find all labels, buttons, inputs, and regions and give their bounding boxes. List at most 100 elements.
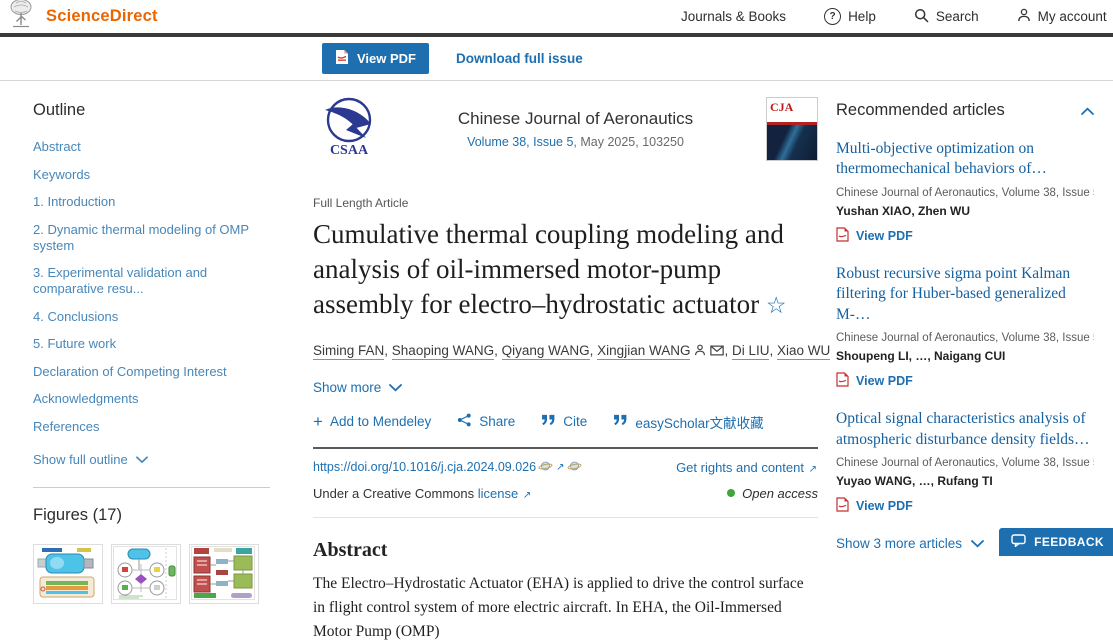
journal-issue: Volume 38, Issue 5, May 2025, 103250 [467, 134, 684, 149]
recommended-article-link[interactable]: Multi-objective optimization on thermome… [836, 140, 1047, 178]
article-title: Cumulative thermal coupling modeling and… [313, 219, 787, 320]
author[interactable]: Qiyang WANG [501, 343, 597, 361]
quote-icon [541, 414, 556, 429]
open-access-badge: Open access [727, 486, 818, 501]
show-more-authors-button[interactable]: Show more [313, 380, 818, 395]
outline-item-abstract[interactable]: Abstract [33, 139, 81, 154]
external-link-arrow-icon: ↗ [808, 463, 817, 475]
volume-issue-link[interactable]: Volume 38, Issue 5 [467, 134, 574, 149]
recommended-sidebar: Recommended articles Multi-objective opt… [818, 81, 1113, 644]
outline-item-introduction[interactable]: 1. Introduction [33, 194, 116, 209]
nav-journals-books[interactable]: Journals & Books [681, 9, 787, 24]
sciencedirect-brand[interactable]: ScienceDirect [0, 0, 158, 34]
external-link-arrow-icon: ↗ [522, 489, 532, 501]
figure-thumbnail-1[interactable] [33, 543, 103, 604]
outline-item-future-work[interactable]: 5. Future work [33, 336, 117, 351]
header-nav: Journals & Books ? Help Search My accoun… [681, 0, 1113, 33]
planet-extension-icon[interactable] [567, 460, 582, 475]
recommended-article-meta: Chinese Journal of Aeronautics, Volume 3… [836, 332, 1094, 345]
search-icon [914, 8, 929, 26]
quote-icon [613, 414, 628, 429]
doi-row: https://doi.org/10.1016/j.cja.2024.09.02… [313, 460, 818, 475]
doi-link[interactable]: https://doi.org/10.1016/j.cja.2024.09.02… [313, 460, 537, 475]
elsevier-tree-icon [6, 0, 36, 34]
outline-item-experimental-validation[interactable]: 3. Experimental validation and comparati… [33, 265, 208, 296]
title-footnote-star-icon[interactable]: ☆ [765, 293, 787, 319]
nav-help[interactable]: ? Help [824, 8, 876, 25]
author[interactable]: Siming FAN [313, 343, 392, 361]
license-row: Under a Creative Commons license ↗ Open … [313, 486, 818, 501]
article-actions: + Add to Mendeley Share Cite easySchola [313, 412, 818, 432]
license-text: Under a Creative Commons license ↗ [313, 485, 532, 501]
recommended-article-authors: Shoupeng LI, …, Naigang CUI [836, 349, 1006, 364]
show-full-outline-button[interactable]: Show full outline [33, 452, 270, 467]
author-corresponding[interactable]: Xingjian WANG [597, 343, 732, 361]
journal-banner: CSAA Chinese Journal of Aeronautics Volu… [313, 95, 818, 162]
outline-item-acknowledgments[interactable]: Acknowledgments [33, 391, 139, 406]
view-pdf-link[interactable]: View PDF [836, 227, 1094, 245]
section-divider [313, 446, 818, 449]
recommended-article-meta: Chinese Journal of Aeronautics, Volume 3… [836, 457, 1094, 470]
speech-bubble-icon [1011, 534, 1026, 550]
recommended-article-authors: Yuyao WANG, …, Rufang TI [836, 474, 993, 489]
get-rights-link[interactable]: Get rights and content ↗ [676, 459, 817, 475]
nav-search[interactable]: Search [914, 8, 979, 26]
author[interactable]: Shaoping WANG [391, 343, 502, 361]
figure-thumbnail-3[interactable] [189, 543, 259, 604]
nav-my-account[interactable]: My account [1017, 8, 1107, 25]
view-pdf-link[interactable]: View PDF [836, 497, 1094, 515]
view-pdf-link[interactable]: View PDF [836, 372, 1094, 390]
recommended-article-authors: Yushan XIAO, Zhen WU [836, 203, 971, 218]
cover-badge: CJA [770, 99, 794, 114]
author-list: Siming FANShaoping WANGQiyang WANGXingji… [313, 338, 831, 365]
figure-thumbnail-2[interactable] [111, 543, 181, 604]
outline-item-dynamic-thermal-modeling[interactable]: 2. Dynamic thermal modeling of OMP syste… [33, 221, 249, 253]
outline-item-conclusions[interactable]: 4. Conclusions [33, 308, 119, 324]
recommended-article-link[interactable]: Optical signal characteristics analysis … [836, 410, 1090, 448]
recommended-article: Optical signal characteristics analysis … [836, 409, 1094, 515]
outline-item-declaration[interactable]: Declaration of Competing Interest [33, 363, 227, 379]
author[interactable]: Di LIU [731, 343, 777, 361]
share-button[interactable]: Share [457, 413, 515, 430]
chevron-down-icon [971, 536, 984, 551]
outline-item-keywords[interactable]: Keywords [33, 166, 91, 182]
feedback-button[interactable]: FEEDBACK [999, 528, 1113, 556]
article-type-label: Full Length Article [313, 196, 409, 210]
pdf-icon [836, 227, 849, 245]
pdf-icon [836, 372, 849, 390]
figures-title: Figures (17) [33, 505, 122, 524]
outline-list: Abstract Keywords 1. Introduction 2. Dyn… [33, 139, 270, 435]
cite-button[interactable]: Cite [541, 414, 587, 429]
planet-extension-icon[interactable] [538, 460, 553, 475]
journal-info: Chinese Journal of Aeronautics Volume 38… [385, 109, 766, 149]
article-main: CSAA Chinese Journal of Aeronautics Volu… [300, 81, 831, 644]
chevron-down-icon [389, 380, 403, 395]
envelope-icon [710, 339, 725, 365]
download-full-issue-link[interactable]: Download full issue [456, 51, 583, 66]
open-access-dot-icon [727, 489, 736, 498]
page-content: Outline Abstract Keywords 1. Introductio… [0, 81, 1113, 644]
license-link[interactable]: license [477, 485, 519, 501]
outline-item-references[interactable]: References [33, 418, 100, 434]
article-toolbar: View PDF Download full issue [0, 37, 1113, 81]
outline-sidebar: Outline Abstract Keywords 1. Introductio… [0, 81, 300, 644]
view-pdf-button[interactable]: View PDF [322, 43, 430, 74]
person-icon [1017, 8, 1031, 25]
journal-name-link[interactable]: Chinese Journal of Aeronautics [457, 108, 694, 128]
person-icon [694, 339, 706, 365]
recommended-article: Multi-objective optimization on thermome… [836, 139, 1094, 245]
section-divider [313, 516, 818, 518]
share-icon [457, 413, 472, 430]
chevron-down-icon [135, 452, 148, 467]
journal-cover-thumbnail[interactable]: CJA [766, 96, 818, 161]
top-navigation-bar: ScienceDirect Journals & Books ? Help Se… [0, 0, 1113, 37]
show-more-articles-button[interactable]: Show 3 more articles [836, 536, 1105, 551]
author[interactable]: Xiao WU [777, 343, 831, 361]
easyscholar-button[interactable]: easyScholar文献收藏 [613, 412, 764, 432]
chevron-up-icon[interactable] [1081, 102, 1094, 120]
outline-title: Outline [33, 101, 86, 119]
help-icon: ? [824, 8, 842, 25]
recommended-article-link[interactable]: Robust recursive sigma point Kalman filt… [836, 264, 1071, 323]
csaa-logo[interactable]: CSAA [313, 95, 385, 162]
add-to-mendeley-button[interactable]: + Add to Mendeley [313, 412, 432, 432]
